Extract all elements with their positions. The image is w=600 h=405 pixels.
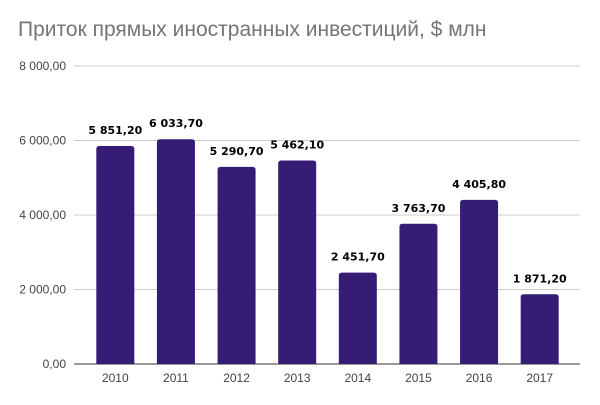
bar <box>460 199 499 364</box>
x-tick-label: 2010 <box>102 371 129 385</box>
data-label: 1 871,20 <box>513 272 567 285</box>
x-tick-label: 2014 <box>344 371 371 385</box>
x-tick-label: 2011 <box>163 371 189 385</box>
chart-title: Приток прямых иностранных инвестиций, $ … <box>18 18 487 41</box>
data-label: 3 763,70 <box>391 202 445 215</box>
y-tick-label: 0,00 <box>43 357 67 371</box>
x-tick-label: 2015 <box>405 371 432 385</box>
bar <box>278 160 317 364</box>
bar <box>338 272 377 364</box>
x-tick-label: 2016 <box>466 371 493 385</box>
y-tick-label: 6 000,00 <box>19 134 66 148</box>
bar <box>399 223 438 364</box>
data-label: 4 405,80 <box>452 178 506 191</box>
bar <box>520 294 559 364</box>
data-label: 5 290,70 <box>210 145 264 158</box>
y-tick-label: 4 000,00 <box>19 208 66 222</box>
bar <box>96 146 135 364</box>
y-tick-label: 8 000,00 <box>19 59 66 73</box>
data-label: 5 851,20 <box>88 124 142 137</box>
bar <box>217 166 256 364</box>
x-tick-label: 2013 <box>284 371 311 385</box>
x-tick-label: 2017 <box>526 371 553 385</box>
x-tick-label: 2012 <box>223 371 250 385</box>
data-label: 6 033,70 <box>149 117 203 130</box>
data-label: 5 462,10 <box>270 139 324 152</box>
y-tick-label: 2 000,00 <box>19 283 66 297</box>
bar <box>156 139 195 364</box>
data-label: 2 451,70 <box>331 251 385 264</box>
